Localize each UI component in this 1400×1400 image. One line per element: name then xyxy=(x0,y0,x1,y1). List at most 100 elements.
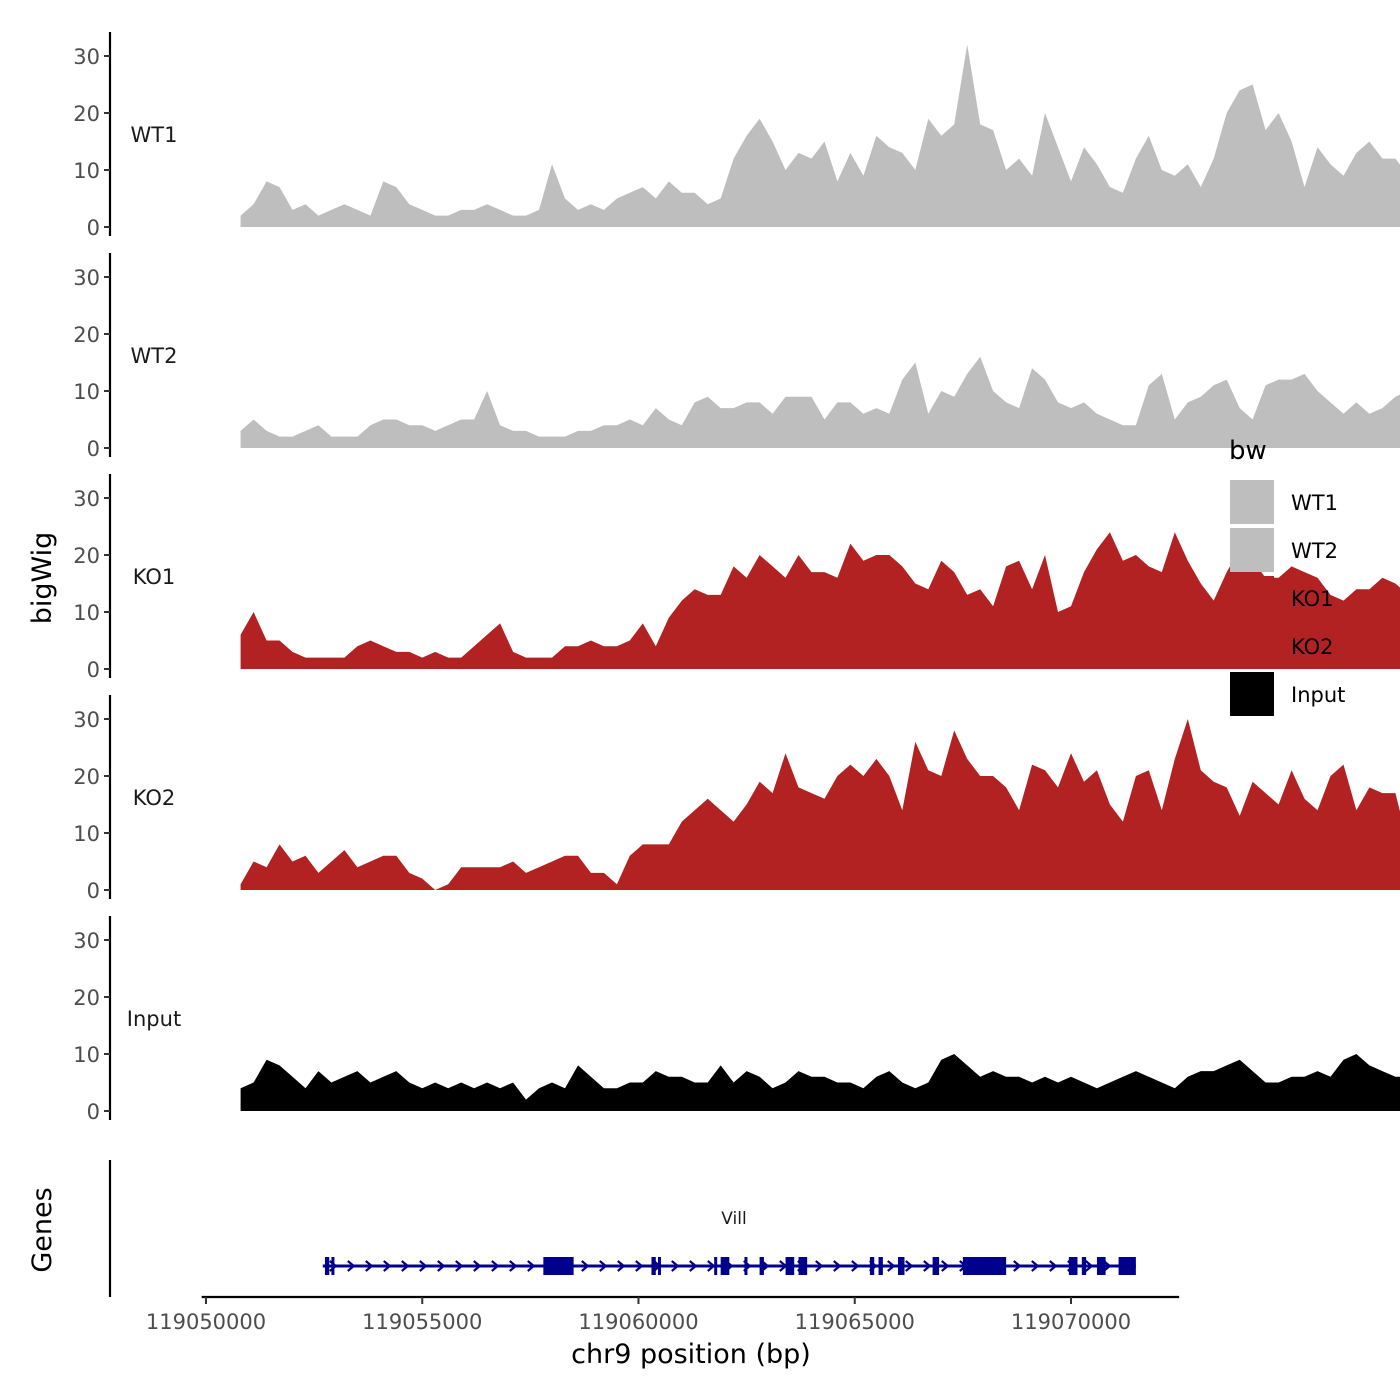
gene-exon xyxy=(720,1257,730,1275)
track-ko1: 0 10 20 30 KO1 xyxy=(73,474,1400,682)
strand-arrow xyxy=(419,1260,428,1272)
y-tick-label: 20 xyxy=(73,102,100,126)
strand-arrow xyxy=(1103,1260,1112,1272)
y-axis-title: bigWig xyxy=(27,532,58,625)
legend: bw WT1 WT2 KO1 KO2 Input xyxy=(1229,436,1345,716)
gene-exon xyxy=(898,1257,905,1275)
legend-item-ko2: KO2 xyxy=(1230,624,1334,668)
x-tick-label: 119055000 xyxy=(362,1310,482,1334)
gene-exon xyxy=(1096,1257,1106,1275)
signal-area-input xyxy=(240,1054,1400,1111)
y-tick-label: 30 xyxy=(73,45,100,69)
strand-arrow xyxy=(1085,1260,1094,1272)
x-tick-label: 119050000 xyxy=(146,1310,266,1334)
strand-arrow xyxy=(887,1260,896,1272)
gene-exon xyxy=(651,1257,656,1275)
gene-exon xyxy=(744,1257,748,1275)
strand-arrow xyxy=(455,1260,464,1272)
strand-arrow xyxy=(635,1260,644,1272)
gene-exon xyxy=(324,1257,330,1275)
track-wt2: 0 10 20 30 WT2 xyxy=(73,253,1400,461)
gene-exon xyxy=(785,1257,795,1275)
strand-arrow xyxy=(617,1260,626,1272)
legend-swatch xyxy=(1230,672,1274,716)
strand-arrow xyxy=(599,1260,608,1272)
y-tick-label: 30 xyxy=(73,929,100,953)
y-tick-label: 30 xyxy=(73,266,100,290)
gene-exon xyxy=(714,1257,718,1275)
signal-tracks: 0 10 20 30 WT1 0 10 20 30 WT2 0 10 20 30 KO1 0 10 20 30 KO2… xyxy=(73,32,1400,1124)
gene-exon xyxy=(331,1257,335,1275)
track-input: 0 10 20 30 Input xyxy=(73,916,1400,1124)
signal-area-wt1 xyxy=(240,44,1400,227)
gene-exon xyxy=(962,1257,1007,1275)
y-tick-label: 10 xyxy=(73,159,100,183)
strand-arrow xyxy=(473,1260,482,1272)
y-tick-label: 10 xyxy=(73,1043,100,1067)
track-label: KO2 xyxy=(133,786,176,810)
legend-swatch xyxy=(1230,528,1274,572)
track-ko2: 0 10 20 30 KO2 xyxy=(73,695,1400,903)
signal-area-wt2 xyxy=(240,356,1400,448)
gene-track-title: Genes xyxy=(27,1187,58,1272)
strand-arrow xyxy=(383,1260,392,1272)
strand-arrow xyxy=(833,1260,842,1272)
legend-item-ko1: KO1 xyxy=(1230,576,1334,620)
strand-arrow xyxy=(1031,1260,1040,1272)
y-tick-label: 20 xyxy=(73,986,100,1010)
track-label: KO1 xyxy=(133,565,176,589)
legend-title: bw xyxy=(1229,436,1267,466)
y-tick-label: 20 xyxy=(73,544,100,568)
gene-exon xyxy=(657,1257,661,1275)
gene-exon xyxy=(543,1257,574,1275)
legend-label: WT2 xyxy=(1291,539,1338,563)
strand-arrow xyxy=(671,1260,680,1272)
gene-exon xyxy=(932,1257,940,1275)
legend-swatch xyxy=(1230,576,1274,620)
y-tick-label: 0 xyxy=(87,658,100,682)
signal-area-ko2 xyxy=(240,719,1400,890)
y-tick-label: 10 xyxy=(73,601,100,625)
strand-arrow xyxy=(905,1260,914,1272)
strand-arrow xyxy=(365,1260,374,1272)
y-tick-label: 0 xyxy=(87,437,100,461)
strand-arrow xyxy=(401,1260,410,1272)
gene-track: Vill xyxy=(108,1160,1136,1297)
x-tick-label: 119060000 xyxy=(578,1310,698,1334)
x-tick-label: 119065000 xyxy=(795,1310,915,1334)
signal-area-ko1 xyxy=(240,532,1400,669)
strand-arrow xyxy=(923,1260,932,1272)
strand-arrow xyxy=(1013,1260,1022,1272)
y-tick-label: 20 xyxy=(73,765,100,789)
gene-exon xyxy=(878,1257,883,1275)
legend-label: Input xyxy=(1291,683,1345,707)
strand-arrow xyxy=(491,1260,500,1272)
y-tick-label: 30 xyxy=(73,708,100,732)
x-axis-title: chr9 position (bp) xyxy=(571,1339,811,1370)
legend-swatch xyxy=(1230,624,1274,668)
legend-label: KO2 xyxy=(1291,635,1334,659)
strand-arrow xyxy=(689,1260,698,1272)
legend-item-wt1: WT1 xyxy=(1230,480,1338,524)
strand-arrow xyxy=(851,1260,860,1272)
legend-item-wt2: WT2 xyxy=(1230,528,1338,572)
strand-arrow xyxy=(581,1260,590,1272)
strand-arrow xyxy=(509,1260,518,1272)
legend-label: WT1 xyxy=(1291,491,1338,515)
track-label: WT2 xyxy=(131,344,178,368)
legend-label: KO1 xyxy=(1291,587,1334,611)
strand-arrow xyxy=(815,1260,824,1272)
strand-arrow xyxy=(707,1260,716,1272)
track-label: Input xyxy=(127,1007,181,1031)
gene-exon xyxy=(759,1257,764,1275)
gene-exon xyxy=(1118,1257,1136,1275)
x-tick-label: 119070000 xyxy=(1011,1310,1131,1334)
y-tick-label: 20 xyxy=(73,323,100,347)
y-tick-label: 0 xyxy=(87,216,100,240)
track-label: WT1 xyxy=(131,123,178,147)
gene-exon xyxy=(1081,1257,1087,1275)
gene-exon xyxy=(1068,1257,1078,1275)
y-tick-label: 10 xyxy=(73,380,100,404)
x-axis: 119050000 119055000 119060000 119065000 1190… xyxy=(146,1295,1180,1334)
